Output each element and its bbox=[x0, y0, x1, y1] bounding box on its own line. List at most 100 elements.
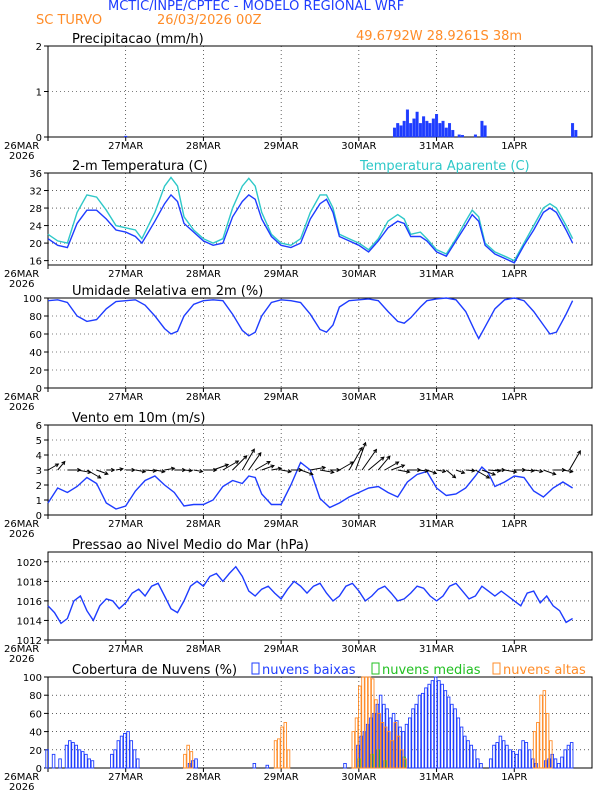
wind-arrow bbox=[523, 469, 535, 472]
bar-nuvens-baixas bbox=[560, 756, 564, 769]
bar-nuvens-baixas bbox=[466, 740, 470, 769]
bar-nuvens-baixas bbox=[424, 687, 428, 769]
wind-arrow-head bbox=[400, 464, 406, 469]
x-tick-label: 26MAR bbox=[4, 772, 39, 783]
wind-arrow bbox=[533, 469, 543, 473]
wind-arrow bbox=[319, 469, 334, 473]
header-title: MCTIC/INPE/CPTEC - MODELO REGIONAL WRF bbox=[108, 0, 405, 14]
wind-arrow-head bbox=[170, 466, 176, 471]
bar-precipitacao bbox=[480, 120, 484, 138]
bar-nuvens-baixas bbox=[129, 740, 134, 769]
wind-arrow bbox=[96, 469, 109, 475]
y-tick-label: 1014 bbox=[17, 616, 42, 627]
bar-nuvens-baixas bbox=[51, 753, 56, 769]
x-tick-label: 27MAR bbox=[108, 269, 143, 280]
wind-arrow-head bbox=[491, 471, 497, 476]
wind-arrow-head bbox=[552, 471, 557, 476]
bar-nuvens-baixas bbox=[437, 680, 441, 769]
x-tick-label: 31MAR bbox=[419, 519, 454, 530]
bar-nuvens-altas bbox=[387, 731, 391, 769]
bar-nuvens-altas bbox=[545, 712, 550, 769]
bar-nuvens-baixas bbox=[440, 683, 444, 769]
bar-precipitacao bbox=[438, 123, 442, 138]
bar-nuvens-baixas bbox=[498, 735, 503, 769]
x-tick-label: 29MAR bbox=[264, 392, 299, 403]
legend-temperatura-aparente: Temperatura Aparente (C) bbox=[359, 159, 530, 174]
y-tick-label: 5 bbox=[36, 436, 42, 447]
bar-nuvens-altas bbox=[286, 749, 291, 769]
x-tick-label: 29MAR bbox=[264, 772, 299, 783]
wind-arrow-head bbox=[380, 456, 385, 461]
bar-nuvens-baixas bbox=[569, 742, 574, 769]
bar-precipitacao bbox=[396, 123, 400, 138]
y-tick-label: 1 bbox=[36, 496, 42, 507]
y-tick-label: 100 bbox=[23, 673, 42, 684]
y-tick-label: 20 bbox=[29, 746, 42, 757]
wind-arrow bbox=[222, 460, 239, 471]
legend-nuvens-baixas: nuvens baixas bbox=[262, 663, 356, 678]
x-tick-label: 1APR bbox=[501, 772, 527, 783]
x-tick-label: 1APR bbox=[501, 644, 527, 655]
panel-frame bbox=[47, 551, 593, 641]
bar-precipitacao bbox=[451, 129, 455, 138]
panel-frame bbox=[47, 297, 593, 389]
x-tick-label: 27MAR bbox=[108, 141, 143, 152]
y-tick-label: 80 bbox=[29, 312, 42, 323]
bar-precipitacao bbox=[571, 123, 575, 138]
wind-arrow-head bbox=[362, 441, 367, 447]
wind-arrow-head bbox=[569, 469, 574, 474]
wind-arrow bbox=[193, 469, 203, 473]
panel-title: Pressao ao Nivel Medio do Mar (hPa) bbox=[72, 538, 309, 553]
bar-nuvens-altas bbox=[549, 740, 553, 769]
x-tick-label: 30MAR bbox=[341, 519, 376, 530]
y-tick-label: 100 bbox=[23, 294, 42, 305]
wind-arrow bbox=[465, 469, 475, 472]
bar-nuvens-baixas bbox=[518, 749, 522, 769]
bar-nuvens-altas bbox=[183, 753, 187, 769]
wind-arrow-head bbox=[309, 471, 314, 476]
bar-nuvens-baixas bbox=[420, 692, 425, 769]
x-tick-label: 26MAR bbox=[4, 269, 39, 280]
y-tick-label: 36 bbox=[29, 169, 42, 180]
bar-nuvens-baixas bbox=[414, 703, 418, 769]
y-tick-label: 6 bbox=[36, 421, 42, 432]
series-line-pressao bbox=[47, 565, 573, 625]
bar-nuvens-baixas bbox=[136, 758, 140, 769]
bar-precipitacao bbox=[457, 134, 461, 138]
bar-nuvens-altas bbox=[383, 726, 388, 769]
wind-arrow bbox=[397, 469, 410, 473]
x-tick-year: 2026 bbox=[9, 529, 34, 540]
wind-arrow-head bbox=[485, 474, 491, 479]
bar-precipitacao bbox=[441, 120, 445, 138]
y-tick-label: 2 bbox=[36, 42, 42, 53]
bar-precipitacao bbox=[435, 114, 439, 138]
bar-nuvens-baixas bbox=[505, 744, 509, 769]
x-tick-label: 27MAR bbox=[108, 392, 143, 403]
bar-nuvens-baixas bbox=[527, 749, 532, 769]
wind-arrow-head bbox=[406, 469, 411, 474]
bar-nuvens-altas bbox=[364, 676, 368, 769]
wind-arrow bbox=[281, 469, 292, 473]
wind-arrow-head bbox=[243, 455, 248, 460]
bar-nuvens-baixas bbox=[126, 731, 130, 769]
bar-precipitacao bbox=[402, 120, 406, 138]
panel-6 bbox=[44, 662, 593, 772]
bar-nuvens-baixas bbox=[132, 749, 137, 769]
run-date: 26/03/2026 00Z bbox=[157, 13, 262, 28]
wind-arrow-head bbox=[373, 448, 378, 454]
bar-nuvens-baixas bbox=[459, 726, 464, 769]
bar-nuvens-baixas bbox=[90, 760, 95, 769]
bar-nuvens-baixas bbox=[443, 690, 448, 769]
wind-arrow bbox=[241, 448, 255, 471]
bar-precipitacao bbox=[412, 118, 416, 138]
wind-arrow-head bbox=[471, 468, 476, 473]
x-tick-label: 30MAR bbox=[341, 141, 376, 152]
bar-nuvens-altas bbox=[400, 749, 404, 769]
bar-nuvens-altas bbox=[380, 722, 385, 769]
bar-nuvens-baixas bbox=[476, 758, 480, 769]
panel-title: Cobertura de Nuvens (%) bbox=[72, 663, 237, 678]
panel-title: 2-m Temperatura (C) bbox=[72, 159, 208, 174]
panel-2 bbox=[44, 172, 593, 269]
bar-precipitacao bbox=[574, 129, 578, 138]
bar-nuvens-altas bbox=[358, 685, 362, 769]
